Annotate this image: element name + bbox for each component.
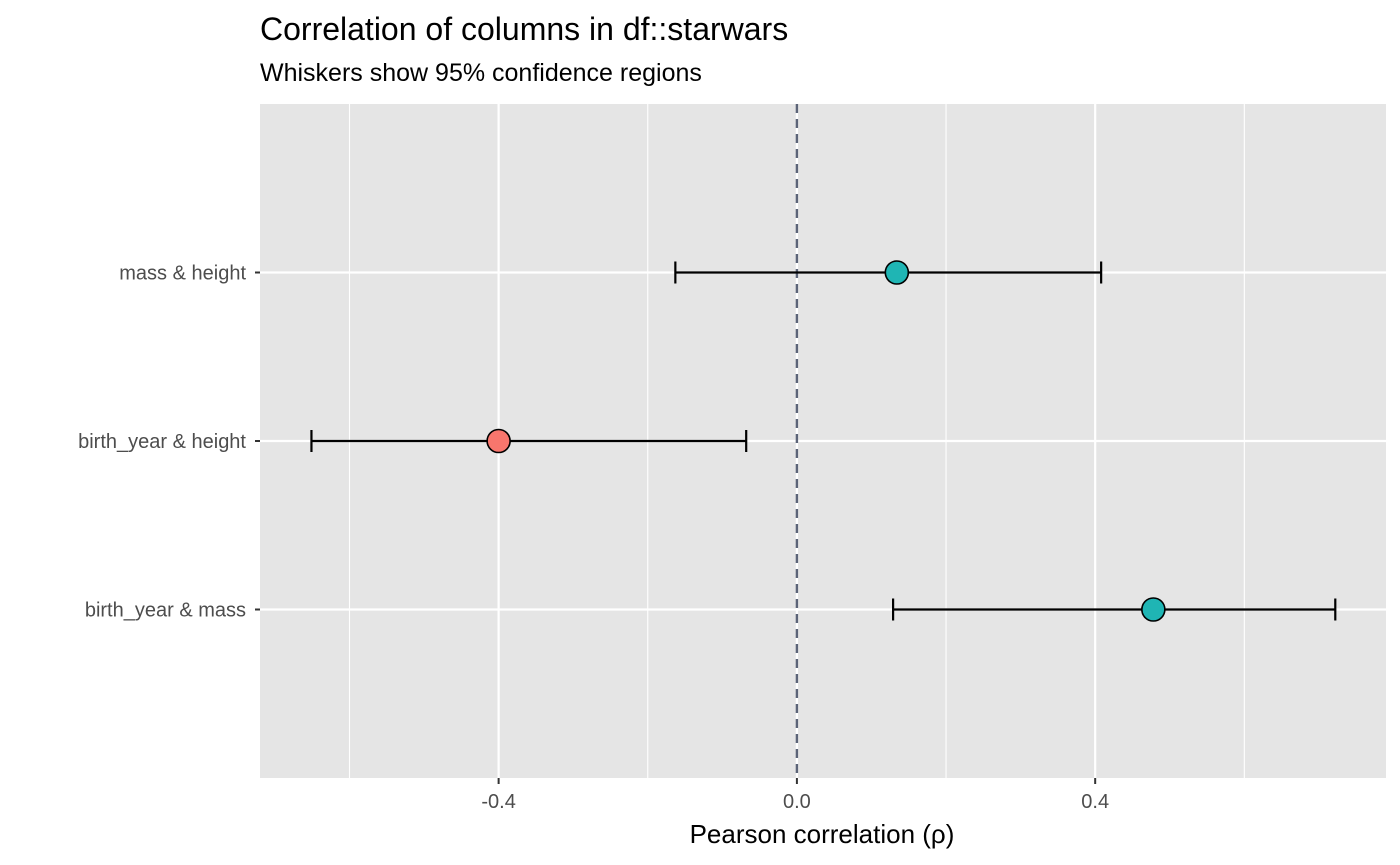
chart-title: Correlation of columns in df::starwars: [260, 11, 788, 47]
marks-layer: [310, 260, 1337, 622]
axis-layer: mass & height birth_year & height birth_ye…: [78, 263, 1109, 814]
estimate-point: [486, 428, 511, 454]
x-tick-label: 0.0: [783, 791, 811, 813]
estimate-point: [1141, 597, 1166, 622]
chart-subtitle: Whiskers show 95% confidence regions: [260, 59, 702, 87]
x-tick-label: 0.4: [1081, 791, 1109, 813]
x-tick-label: -0.4: [481, 791, 515, 813]
y-tick-label: birth_year & height: [78, 431, 246, 453]
y-tick-label: birth_year & mass: [85, 600, 246, 622]
estimate-point: [884, 260, 910, 285]
x-axis-label: Pearson correlation (ρ): [690, 819, 955, 849]
y-tick-label: mass & height: [119, 263, 246, 285]
